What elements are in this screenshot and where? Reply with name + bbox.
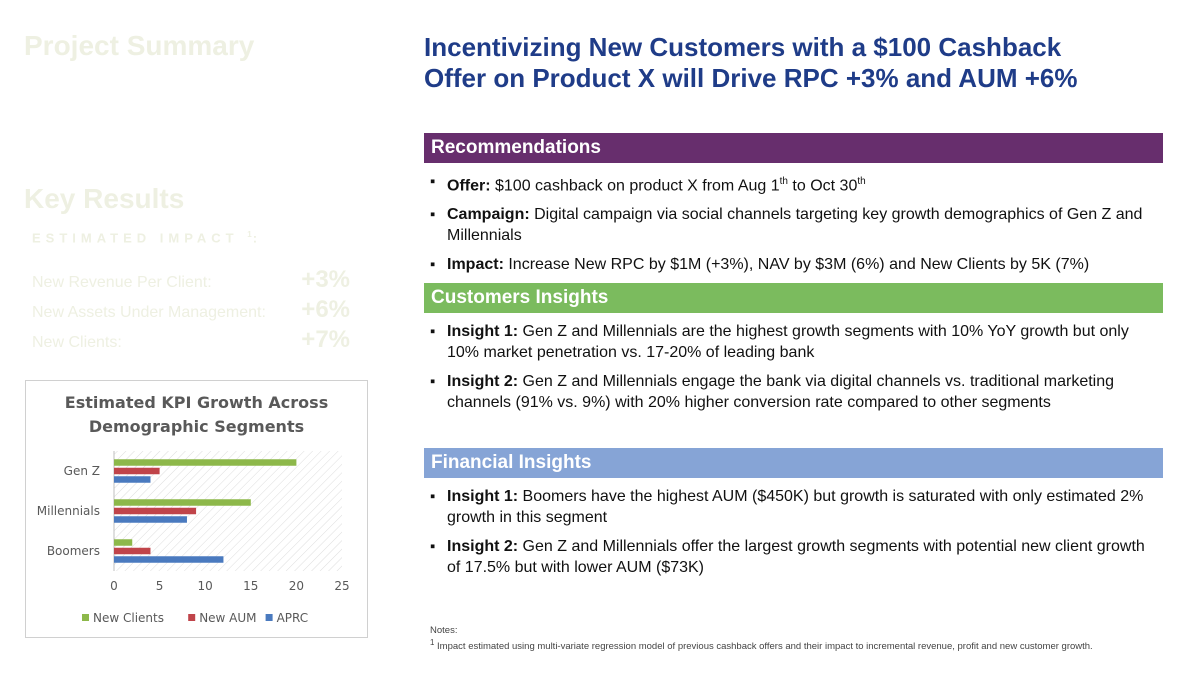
x-tick-label: 20: [289, 579, 304, 593]
financial-insight-2: Insight 2: Gen Z and Millennials offer t…: [430, 536, 1160, 578]
bullet-label: Insight 2:: [447, 373, 518, 390]
page-title-line: Incentivizing New Customers with a $100 …: [424, 32, 1184, 63]
y-tick-label: Gen Z: [64, 464, 100, 478]
recommendations-list: Offer: $100 cashback on product X from A…: [430, 171, 1160, 283]
metric-assets-under-management: New Assets Under Management: +6%: [32, 296, 350, 326]
estimated-impact-colon: :: [253, 230, 262, 245]
bullet-text: Increase New RPC by $1M (+3%), NAV by $3…: [504, 256, 1089, 273]
campaign-bullet: Campaign: Digital campaign via social ch…: [430, 204, 1160, 246]
bar-new-clients: [114, 539, 132, 546]
offer-bullet: Offer: $100 cashback on product X from A…: [430, 171, 1160, 196]
project-summary-heading: Project Summary: [24, 30, 254, 62]
bullet-label: Impact:: [447, 256, 504, 273]
bar-new-clients: [114, 499, 251, 506]
bullet-label: Insight 1:: [447, 323, 518, 340]
financial-insight-1: Insight 1: Boomers have the highest AUM …: [430, 486, 1160, 528]
bullet-label: Insight 1:: [447, 488, 518, 505]
x-tick-label: 15: [243, 579, 258, 593]
bullet-text: Gen Z and Millennials engage the bank vi…: [447, 373, 1114, 411]
y-tick-label: Boomers: [47, 544, 100, 558]
legend-swatch: [188, 614, 195, 621]
metric-label: New Assets Under Management:: [32, 304, 266, 322]
bullet-label: Campaign:: [447, 206, 530, 223]
x-tick-label: 10: [198, 579, 213, 593]
impact-bullet: Impact: Increase New RPC by $1M (+3%), N…: [430, 254, 1160, 275]
page-title-line: Offer on Product X will Drive RPC +3% an…: [424, 63, 1184, 94]
notes-body: 1 Impact estimated using multi-variate r…: [430, 637, 1093, 653]
estimated-impact-text: ESTIMATED IMPACT: [32, 230, 239, 245]
bar-aprc: [114, 476, 150, 483]
x-tick-label: 0: [110, 579, 118, 593]
metric-value: +6%: [301, 296, 350, 324]
page-title: Incentivizing New Customers with a $100 …: [424, 32, 1184, 94]
metric-label: New Revenue Per Client:: [32, 274, 212, 292]
financial-insights-header: Financial Insights: [424, 448, 1163, 478]
footnote-text: Impact estimated using multi-variate reg…: [434, 641, 1092, 652]
footnotes: Notes: 1 Impact estimated using multi-va…: [430, 625, 1093, 653]
ordinal-suffix: th: [857, 176, 865, 187]
bar-new-aum: [114, 468, 160, 475]
bullet-text: to Oct 30: [788, 177, 857, 194]
legend-label: New Clients: [93, 611, 164, 625]
metric-value: +7%: [301, 326, 350, 354]
customers-insights-header: Customers Insights: [424, 283, 1163, 313]
estimated-impact-label: ESTIMATED IMPACT 1:: [32, 230, 262, 245]
bullet-text: Boomers have the highest AUM ($450K) but…: [447, 488, 1143, 526]
financial-insights-list: Insight 1: Boomers have the highest AUM …: [430, 486, 1160, 586]
bar-aprc: [114, 556, 223, 563]
customer-insight-1: Insight 1: Gen Z and Millennials are the…: [430, 321, 1160, 363]
x-tick-label: 25: [334, 579, 349, 593]
legend-swatch: [82, 614, 89, 621]
bullet-text: Gen Z and Millennials are the highest gr…: [447, 323, 1129, 361]
ordinal-suffix: th: [780, 176, 788, 187]
metric-revenue-per-client: New Revenue Per Client: +3%: [32, 266, 350, 296]
notes-title: Notes:: [430, 625, 1093, 637]
bullet-text: Gen Z and Millennials offer the largest …: [447, 538, 1145, 576]
metric-label: New Clients:: [32, 334, 122, 352]
kpi-growth-chart: Estimated KPI Growth Across Demographic …: [25, 380, 368, 638]
bar-new-aum: [114, 508, 196, 515]
bar-new-aum: [114, 548, 150, 555]
chart-plot: Gen Z Millennials Boomers 0 5 10 15 20 25 New Cli…: [26, 381, 367, 637]
x-tick-label: 5: [156, 579, 164, 593]
bullet-label: Offer:: [447, 177, 491, 194]
y-tick-label: Millennials: [37, 504, 100, 518]
legend-swatch: [266, 614, 273, 621]
legend-label: New AUM: [199, 611, 256, 625]
bullet-label: Insight 2:: [447, 538, 518, 555]
customers-insights-list: Insight 1: Gen Z and Millennials are the…: [430, 321, 1160, 421]
metric-new-clients: New Clients: +7%: [32, 326, 350, 356]
bar-new-clients: [114, 459, 296, 466]
bar-aprc: [114, 516, 187, 523]
bullet-text: Digital campaign via social channels tar…: [447, 206, 1142, 244]
legend-label: APRC: [277, 611, 309, 625]
customer-insight-2: Insight 2: Gen Z and Millennials engage …: [430, 371, 1160, 413]
metric-value: +3%: [301, 266, 350, 294]
recommendations-header: Recommendations: [424, 133, 1163, 163]
bullet-text: $100 cashback on product X from Aug 1: [491, 177, 780, 194]
key-results-heading: Key Results: [24, 183, 184, 215]
